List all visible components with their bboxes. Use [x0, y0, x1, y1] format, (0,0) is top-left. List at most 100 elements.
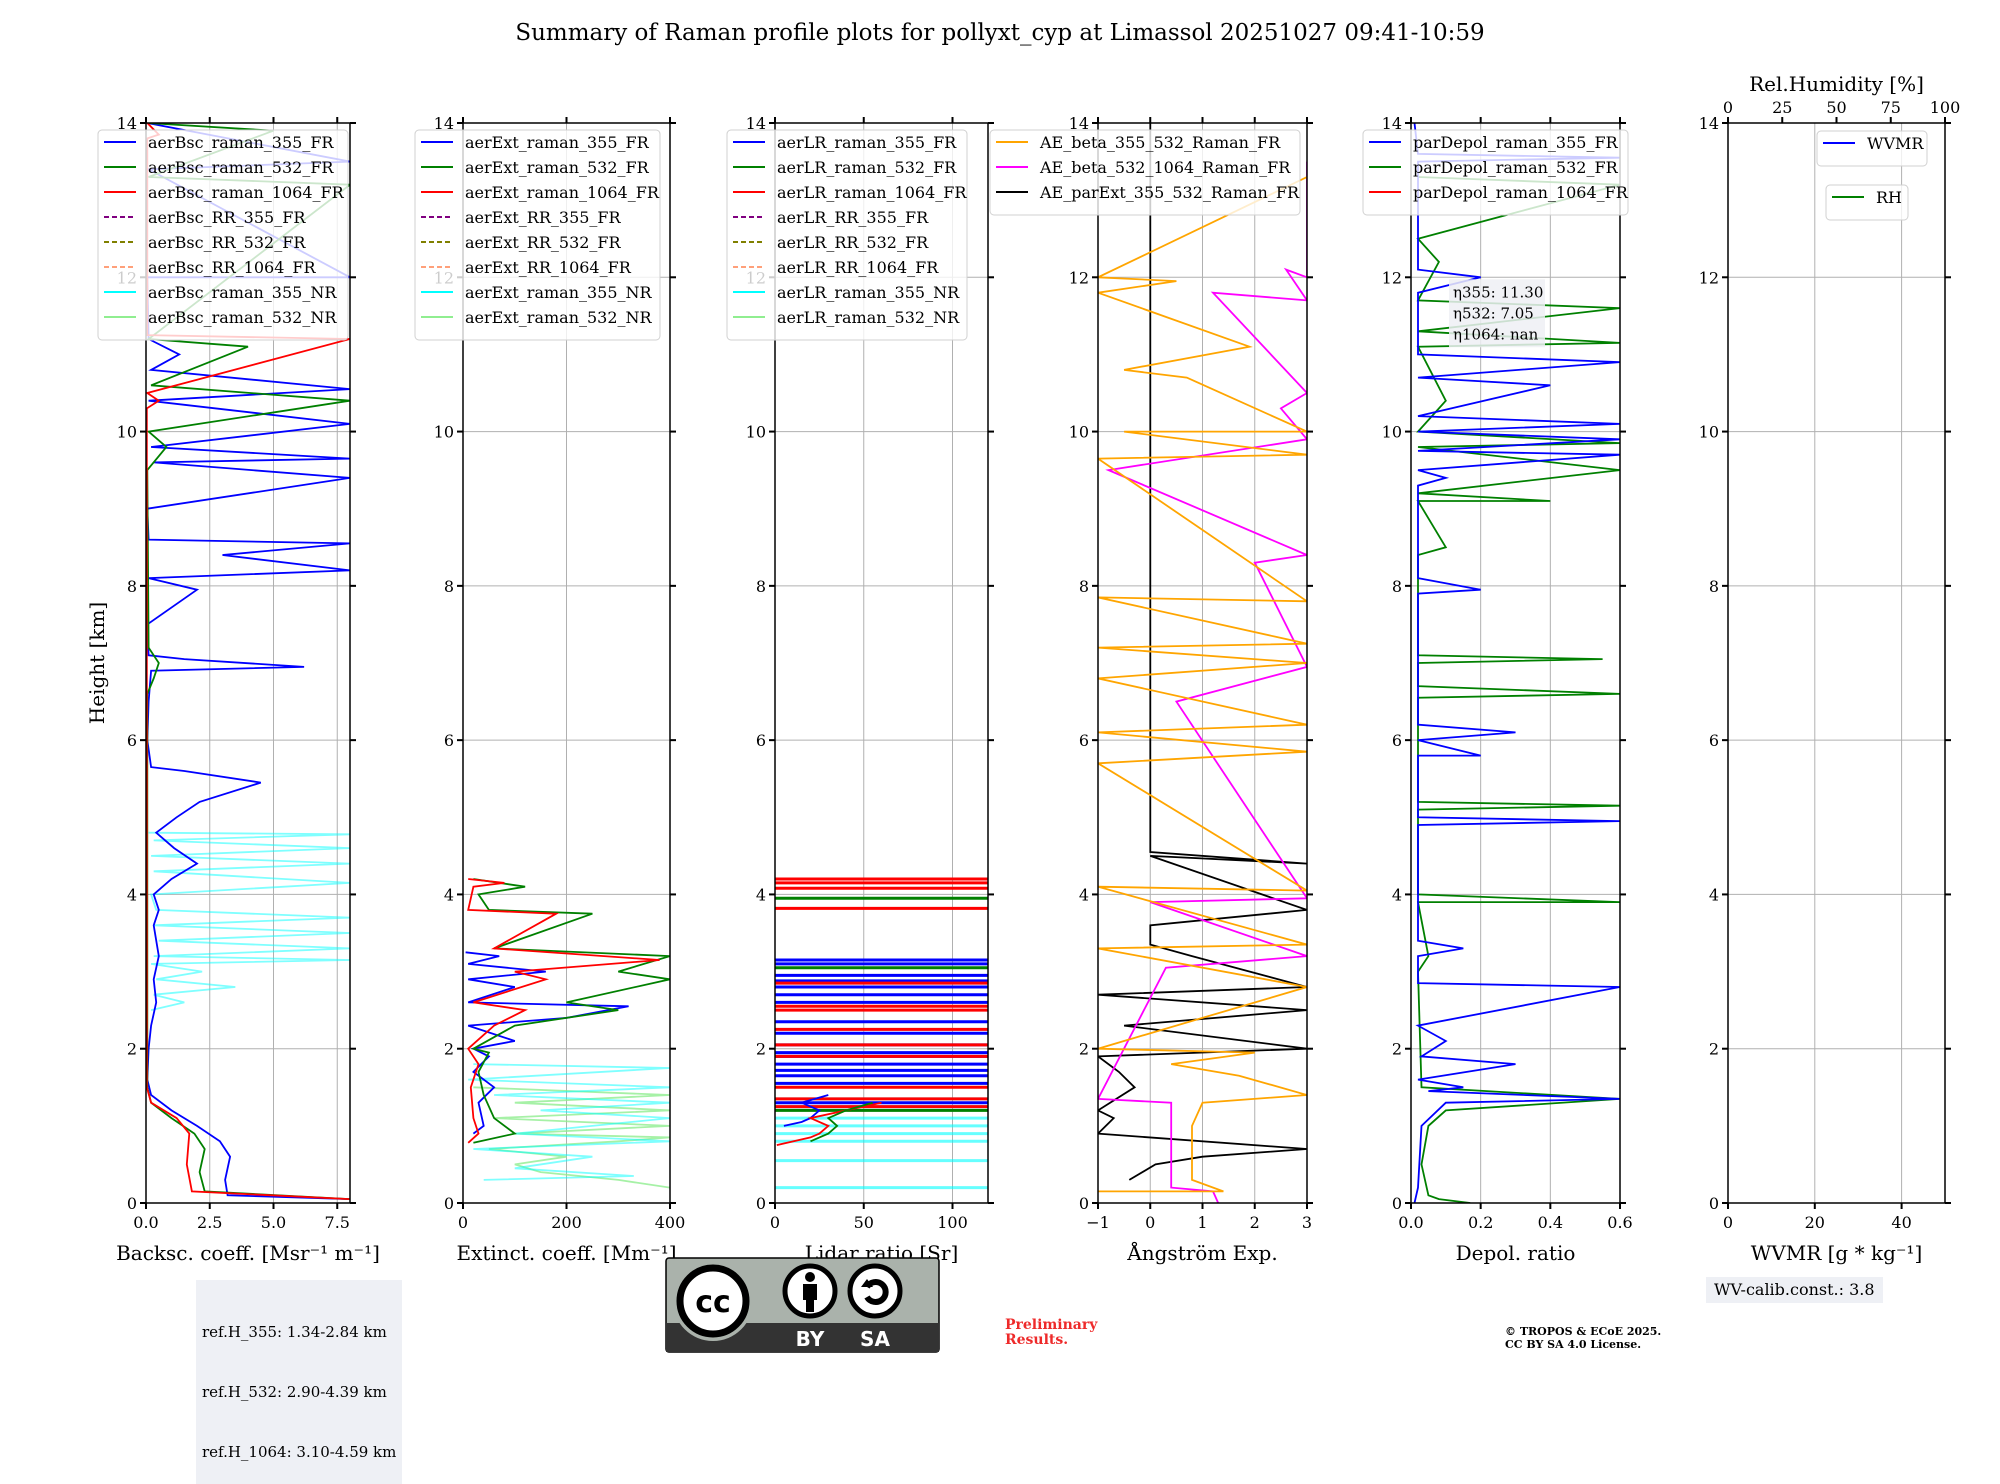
legend-label: aerBsc_RR_1064_FR — [148, 258, 317, 277]
x-tick-label: 3 — [1302, 1213, 1312, 1232]
y-tick-label: 4 — [444, 885, 454, 904]
y-tick-label: 10 — [117, 423, 137, 442]
data-layer — [1413, 123, 1620, 1203]
panel-lr: 05010002468101214Lidar ratio [Sr]aerLR_r… — [726, 114, 994, 1265]
legend-item: AE_parExt_355_532_Raman_FR — [996, 183, 1300, 202]
series-AE_beta_532_1064_Raman_FR — [1098, 161, 1307, 1203]
preliminary-line-2: Results. — [1005, 1332, 1069, 1348]
legend-label: aerLR_RR_355_FR — [777, 208, 929, 227]
by-label: BY — [796, 1327, 825, 1351]
y-tick-label: 4 — [127, 885, 137, 904]
legend-label: parDepol_raman_1064_FR — [1413, 183, 1629, 202]
legend-frame — [1825, 184, 1909, 221]
legend: aerLR_raman_355_FR aerLR_raman_532_FR aerL… — [726, 129, 968, 341]
legend-label: aerLR_raman_355_FR — [777, 133, 957, 152]
x-tick-label: 400 — [655, 1213, 686, 1232]
x-axis-label: Depol. ratio — [1456, 1241, 1576, 1265]
x-tick-label: 40 — [1891, 1213, 1911, 1232]
axes-frame — [1727, 122, 1946, 1204]
legend-item: aerLR_RR_1064_FR — [733, 258, 939, 277]
legend-item: aerBsc_raman_532_FR — [104, 158, 334, 177]
legend-label: AE_beta_532_1064_Raman_FR — [1039, 158, 1291, 177]
y-tick-label: 12 — [1699, 268, 1719, 287]
series-aerBsc_raman_355_FR — [146, 123, 350, 1200]
x-tick-label: 0.4 — [1538, 1213, 1563, 1232]
legend-item: aerExt_raman_532_FR — [421, 158, 650, 177]
legend-item: WVMR — [1823, 134, 1924, 153]
legend: aerExt_raman_355_FR aerExt_raman_532_FRae… — [414, 129, 661, 341]
y-tick-label: 2 — [127, 1040, 137, 1059]
reference-height-box: ref.H_355: 1.34-2.84 km ref.H_532: 2.90-… — [196, 1280, 403, 1484]
legend-label: aerExt_RR_355_FR — [465, 208, 622, 227]
legend-label: aerBsc_RR_532_FR — [148, 233, 306, 252]
by-icon — [782, 1263, 838, 1319]
y-tick-label: 0 — [1079, 1194, 1089, 1213]
legend-item: aerLR_RR_532_FR — [733, 233, 929, 252]
data-layer — [775, 877, 988, 1190]
y-tick-label: 14 — [746, 114, 766, 133]
legend-item: parDepol_raman_1064_FR — [1369, 183, 1629, 202]
wv-calibration-box: WV-calib.const.: 3.8 — [1706, 1277, 1883, 1303]
legend-label: aerBsc_raman_532_FR — [148, 158, 334, 177]
legend-item: aerExt_RR_355_FR — [421, 208, 622, 227]
eta-annotation: η355: 11.30 η532: 7.05 η1064: nan — [1449, 279, 1545, 348]
legend-label: aerLR_RR_532_FR — [777, 233, 929, 252]
y-axis-label: Height [km] — [85, 602, 109, 724]
series-aerExt_raman_532_FR — [470, 878, 670, 1144]
x-axis-label: Extinct. coeff. [Mm⁻¹] — [456, 1241, 676, 1265]
panel-ext: 020040002468101214Extinct. coeff. [Mm⁻¹]… — [414, 114, 686, 1265]
legend-label: aerExt_raman_532_NR — [465, 308, 653, 327]
legend-item: aerLR_raman_1064_FR — [733, 183, 967, 202]
series-aerExt_raman_1064_FR — [467, 878, 660, 1144]
y-tick-label: 8 — [127, 577, 137, 596]
y-tick-label: 10 — [1069, 423, 1089, 442]
legend-item: aerLR_raman_532_NR — [733, 308, 960, 327]
y-tick-label: 6 — [756, 731, 766, 750]
copyright-line-1: © TROPOS & ECoE 2025. — [1505, 1325, 1662, 1338]
legend-label: aerExt_raman_355_NR — [465, 283, 653, 302]
legend-item: aerBsc_raman_355_FR — [104, 133, 334, 152]
legend-item: AE_beta_532_1064_Raman_FR — [996, 158, 1291, 177]
x-axis-label: Backsc. coeff. [Msr⁻¹ m⁻¹] — [116, 1241, 380, 1265]
legend-wvmr: WVMR — [1816, 130, 1928, 167]
annotation-line: η532: 7.05 — [1453, 304, 1534, 322]
legend-item: aerBsc_raman_1064_FR — [104, 183, 345, 202]
cc-icon: cc — [673, 1261, 753, 1341]
legend-label: aerBsc_raman_532_NR — [148, 308, 337, 327]
legend-label: aerLR_raman_532_NR — [777, 308, 960, 327]
y-tick-label: 2 — [444, 1040, 454, 1059]
y-tick-label: 14 — [117, 114, 137, 133]
x-tick-label: 200 — [551, 1213, 582, 1232]
x-tick-label: 50 — [854, 1213, 874, 1232]
legend-label: aerLR_RR_1064_FR — [777, 258, 939, 277]
y-tick-label: 10 — [434, 423, 454, 442]
legend-label: aerBsc_raman_1064_FR — [148, 183, 345, 202]
sa-icon — [847, 1263, 903, 1319]
y-tick-label: 8 — [1079, 577, 1089, 596]
legend-frame — [414, 129, 661, 341]
legend-item: aerLR_raman_532_FR — [733, 158, 957, 177]
x-tick-label: 2.5 — [197, 1213, 222, 1232]
legend-label: aerLR_raman_1064_FR — [777, 183, 967, 202]
preliminary-line-1: Preliminary — [1005, 1317, 1098, 1333]
x-tick-label: 5.0 — [261, 1213, 286, 1232]
y-tick-label: 0 — [1392, 1194, 1402, 1213]
x-tick-label: −1 — [1086, 1213, 1110, 1232]
legend-item: AE_beta_355_532_Raman_FR — [996, 133, 1281, 152]
top-x-tick-label: 75 — [1881, 98, 1901, 117]
top-x-tick-label: 50 — [1826, 98, 1846, 117]
legend: parDepol_raman_355_FR parDepol_raman_532_… — [1362, 129, 1629, 216]
y-tick-label: 4 — [1392, 885, 1402, 904]
x-tick-label: 0.0 — [1398, 1213, 1423, 1232]
y-tick-label: 8 — [756, 577, 766, 596]
y-tick-label: 2 — [756, 1040, 766, 1059]
legend-label: aerExt_RR_1064_FR — [465, 258, 632, 277]
legend-item: aerExt_RR_532_FR — [421, 233, 622, 252]
x-tick-label: 2 — [1250, 1213, 1260, 1232]
figure-title: Summary of Raman profile plots for polly… — [515, 20, 1485, 46]
y-tick-label: 0 — [756, 1194, 766, 1213]
legend: AE_beta_355_532_Raman_FR AE_beta_532_1064… — [989, 129, 1301, 216]
y-tick-label: 8 — [1709, 577, 1719, 596]
legend-frame — [989, 129, 1301, 216]
y-tick-label: 2 — [1709, 1040, 1719, 1059]
